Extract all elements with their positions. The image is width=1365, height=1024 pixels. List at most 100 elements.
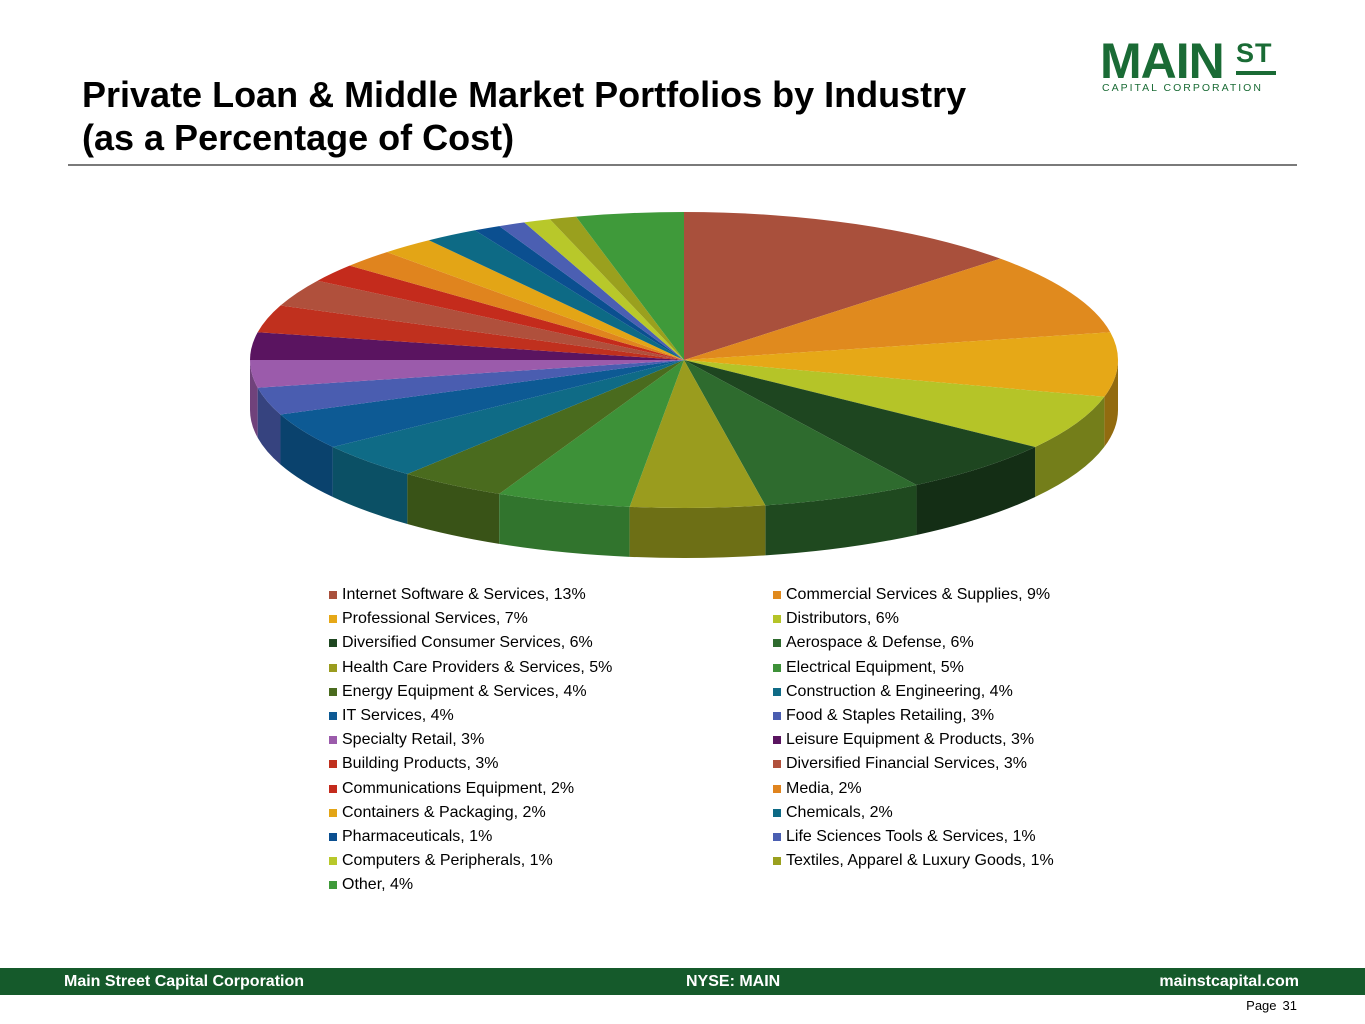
pie-slice-side bbox=[629, 505, 766, 559]
pie-slice[interactable] bbox=[428, 230, 684, 360]
pie-slice[interactable] bbox=[386, 240, 684, 360]
slide-title: Private Loan & Middle Market Portfolios … bbox=[82, 73, 1082, 159]
legend-item: Computers & Peripherals, 1% bbox=[329, 851, 553, 871]
legend-swatch bbox=[773, 736, 781, 745]
legend-label: Construction & Engineering, 4% bbox=[786, 682, 1013, 700]
pie-slice[interactable] bbox=[257, 360, 684, 415]
legend-item: Commercial Services & Supplies, 9% bbox=[773, 585, 1050, 605]
legend-swatch bbox=[329, 857, 337, 866]
legend-item: Containers & Packaging, 2% bbox=[329, 803, 546, 823]
legend-item: Energy Equipment & Services, 4% bbox=[329, 682, 587, 702]
pie-slice-side bbox=[407, 474, 500, 544]
pie-slice[interactable] bbox=[317, 265, 684, 360]
pie-slice[interactable] bbox=[349, 252, 684, 360]
pie-slice[interactable] bbox=[332, 360, 684, 475]
legend-item: Other, 4% bbox=[329, 875, 413, 895]
legend-label: Building Products, 3% bbox=[342, 755, 499, 773]
pie-slice-side bbox=[499, 493, 630, 557]
pie-slice[interactable] bbox=[684, 360, 917, 506]
legend-label: Professional Services, 7% bbox=[342, 610, 528, 628]
legend-item: Specialty Retail, 3% bbox=[329, 730, 484, 750]
legend-label: Textiles, Apparel & Luxury Goods, 1% bbox=[786, 852, 1054, 870]
legend-swatch bbox=[329, 736, 337, 745]
legend-swatch bbox=[329, 760, 337, 769]
pie-slice-side bbox=[257, 387, 281, 465]
pie-slice[interactable] bbox=[684, 360, 1036, 485]
pie-slice[interactable] bbox=[250, 360, 684, 388]
pie-slice[interactable] bbox=[407, 360, 684, 494]
legend-swatch bbox=[773, 591, 781, 599]
pie-slice[interactable] bbox=[280, 280, 684, 360]
legend-item: Distributors, 6% bbox=[773, 609, 899, 629]
legend-swatch bbox=[773, 615, 781, 624]
pie-slice[interactable] bbox=[250, 332, 684, 360]
legend-label: Communications Equipment, 2% bbox=[342, 779, 575, 797]
legend-item: Leisure Equipment & Products, 3% bbox=[773, 730, 1034, 750]
legend-label: Life Sciences Tools & Services, 1% bbox=[786, 828, 1036, 845]
pie-slice-side bbox=[916, 446, 1036, 535]
legend-label: Food & Staples Retailing, 3% bbox=[786, 707, 995, 724]
pie-slice[interactable] bbox=[684, 332, 1118, 397]
pie-slice-side bbox=[765, 484, 917, 556]
pie-slice-side bbox=[332, 446, 408, 525]
legend-item: Communications Equipment, 2% bbox=[329, 779, 574, 799]
footer-company: Main Street Capital Corporation bbox=[64, 973, 305, 990]
page-number-value: 31 bbox=[1282, 998, 1297, 1013]
legend-label: Diversified Financial Services, 3% bbox=[786, 755, 1027, 773]
pie-slice[interactable] bbox=[549, 216, 684, 360]
pie-slice[interactable] bbox=[257, 305, 684, 360]
pie-slice-side bbox=[280, 414, 333, 497]
legend-swatch bbox=[773, 857, 781, 866]
legend-item: Food & Staples Retailing, 3% bbox=[773, 706, 994, 726]
legend-item: Internet Software & Services, 13% bbox=[329, 585, 586, 605]
legend-swatch bbox=[329, 591, 337, 599]
pie-slice[interactable] bbox=[684, 212, 1001, 360]
legend-swatch bbox=[329, 639, 337, 648]
pie-slice[interactable] bbox=[629, 360, 766, 508]
legend-item: Health Care Providers & Services, 5% bbox=[329, 658, 612, 678]
pie-slice[interactable] bbox=[684, 360, 1105, 447]
pie-slice[interactable] bbox=[499, 360, 684, 507]
legend-item: Textiles, Apparel & Luxury Goods, 1% bbox=[773, 851, 1054, 871]
legend-swatch bbox=[773, 784, 781, 793]
pie-slice-side bbox=[1104, 360, 1118, 447]
legend-label: Specialty Retail, 3% bbox=[342, 731, 485, 749]
legend-swatch bbox=[773, 712, 781, 720]
legend-swatch bbox=[329, 784, 337, 793]
legend-item: IT Services, 4% bbox=[329, 706, 454, 726]
legend-swatch bbox=[773, 687, 781, 696]
legend-label: Health Care Providers & Services, 5% bbox=[342, 658, 613, 676]
legend-swatch bbox=[329, 615, 337, 624]
legend-label: Leisure Equipment & Products, 3% bbox=[786, 731, 1035, 749]
footer-website[interactable]: mainstcapital.com bbox=[1159, 973, 1299, 990]
legend-swatch bbox=[329, 808, 337, 817]
page-number: Page 31 bbox=[1246, 998, 1297, 1013]
pie-slice[interactable] bbox=[576, 212, 684, 360]
page-label: Page bbox=[1246, 998, 1277, 1013]
legend-label: Pharmaceuticals, 1% bbox=[342, 828, 493, 845]
pie-slice[interactable] bbox=[474, 226, 684, 360]
logo-superscript: ST bbox=[1236, 38, 1273, 68]
legend-swatch bbox=[329, 712, 337, 720]
legend-item: Media, 2% bbox=[773, 779, 862, 799]
legend-label: Electrical Equipment, 5% bbox=[786, 658, 964, 676]
legend-item: Diversified Financial Services, 3% bbox=[773, 754, 1027, 774]
legend-item: Life Sciences Tools & Services, 1% bbox=[773, 827, 1036, 847]
legend-swatch bbox=[329, 833, 337, 841]
pie-slice[interactable] bbox=[499, 222, 684, 360]
logo-main-text: MAIN bbox=[1100, 33, 1225, 89]
footer-bar bbox=[0, 968, 1365, 995]
pie-slice[interactable] bbox=[280, 360, 684, 447]
legend-label: Commercial Services & Supplies, 9% bbox=[786, 586, 1051, 603]
pie-slice[interactable] bbox=[684, 258, 1111, 360]
legend-item: Professional Services, 7% bbox=[329, 609, 528, 629]
legend-label: Computers & Peripherals, 1% bbox=[342, 852, 553, 870]
legend-swatch bbox=[329, 881, 337, 890]
legend-label: IT Services, 4% bbox=[342, 707, 454, 724]
legend-item: Pharmaceuticals, 1% bbox=[329, 827, 492, 847]
pie-chart bbox=[250, 212, 1118, 559]
legend-label: Aerospace & Defense, 6% bbox=[786, 634, 974, 652]
title-divider bbox=[68, 164, 1297, 166]
pie-slice[interactable] bbox=[524, 219, 684, 360]
legend-swatch bbox=[329, 663, 337, 672]
